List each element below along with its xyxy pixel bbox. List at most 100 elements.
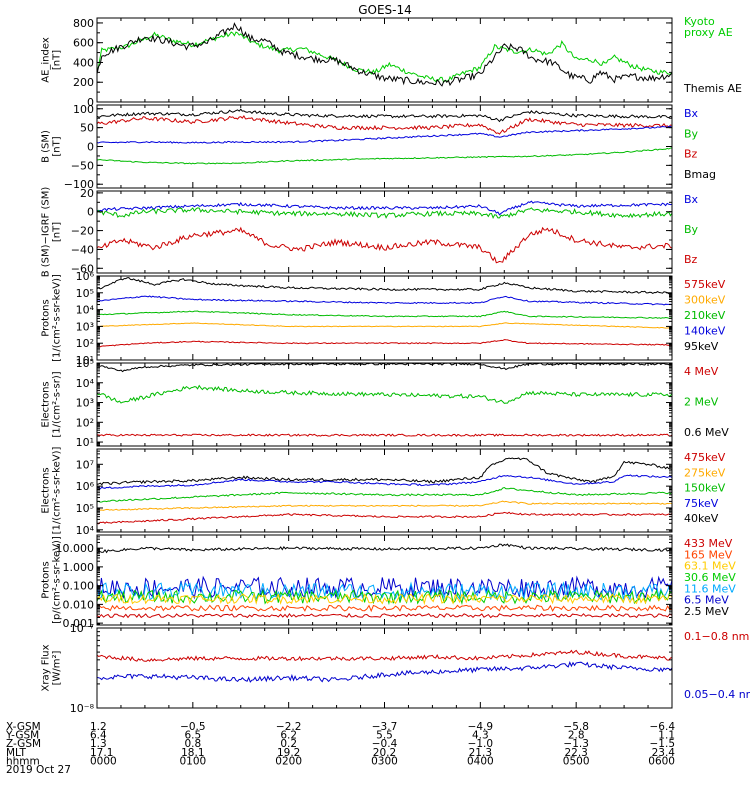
x-row-value: 0200 xyxy=(275,755,302,767)
date-label: 2019 Oct 27 xyxy=(6,764,71,776)
y-axis-label-line: Xray Flux xyxy=(41,644,52,691)
x-row-value: 5.5 xyxy=(376,730,393,742)
series-4-mev xyxy=(97,433,672,437)
y-axis-label: Protons [1/(cm²-s-sr-keV)] xyxy=(41,274,63,362)
x-row-value: −6.4 xyxy=(650,721,676,733)
y-axis-label-line: [nT] xyxy=(52,50,63,70)
panel-electrons1: 10⁵ 10⁴ 10³ 10² 10¹ Electrons [1/(cm²-s-sr)] 4 … xyxy=(41,357,730,449)
panel-electrons2-series xyxy=(97,457,672,525)
legend-label: 63.1 MeV xyxy=(684,560,736,573)
y-axis-label: Xray Flux [W/m²] xyxy=(41,644,63,691)
y-axis-label-line: B (SM)−IGRF (SM) xyxy=(41,187,52,278)
y-tick-label: 0 xyxy=(87,206,94,219)
series-6-5-mev xyxy=(97,575,672,600)
legend-label: 165 MeV xyxy=(684,548,733,561)
x-row-value: 6.5 xyxy=(184,730,201,742)
series-275kev xyxy=(97,500,672,511)
y-axis-label: AE_index [nT] xyxy=(41,37,63,83)
y-tick-label: 10² xyxy=(76,337,94,350)
y-axis-label-line: [p/(cm²-s-sr-keV)] xyxy=(52,536,63,624)
y-tick-label: 20 xyxy=(80,187,94,200)
y-tick-label: 0 xyxy=(87,96,94,109)
panel-bsm: 100 50 0 −50 −100 B (SM) [nT] Bx By Bz Bmag xyxy=(41,103,717,191)
x-row-value: −5.8 xyxy=(563,721,589,733)
y-tick-label: 10⁵ xyxy=(76,287,94,300)
series-2-5-mev xyxy=(97,543,672,554)
y-axis-label-line: B (SM) xyxy=(41,130,52,163)
legend-label: 140keV xyxy=(684,325,726,338)
series-by xyxy=(97,147,672,165)
y-tick-label: 10⁻⁷ xyxy=(70,622,94,635)
series-433-mev xyxy=(97,612,672,619)
x-row-value: 0.2 xyxy=(280,738,297,750)
x-row-value: −1.3 xyxy=(563,738,589,750)
x-row-value: −2.2 xyxy=(276,721,302,733)
y-tick-label: 10⁴ xyxy=(76,524,95,537)
y-axis-label: Protons [p/(cm²-s-sr-keV)] xyxy=(41,536,63,624)
y-axis-label-line: Electrons xyxy=(41,381,52,427)
legend-label: 275keV xyxy=(684,466,726,479)
x-row-value: 19.2 xyxy=(277,747,300,759)
legend-label: 0.1−0.8 nm xyxy=(684,630,749,643)
series-575kev xyxy=(97,339,672,348)
y-tick-label: 0 xyxy=(87,141,94,154)
x-row-value: 20.2 xyxy=(373,747,396,759)
x-axis-table: X-GSM 1.2 −0.5 −2.2 −3.7 −4.9 −5.8 −6.4 Y-GSM 6.4… xyxy=(5,721,675,776)
y-tick-label: −50 xyxy=(71,159,94,172)
y-tick-label: 10⁴ xyxy=(76,304,95,317)
legend-label: 4 MeV xyxy=(684,365,719,378)
series-210kev xyxy=(97,310,672,319)
legend-label: 0.05−0.4 nm xyxy=(684,688,750,701)
series-30-6-mev xyxy=(97,588,672,606)
y-axis-label-line: Protons xyxy=(41,561,52,598)
legend-label: 40keV xyxy=(684,512,719,525)
x-row-value: 22.3 xyxy=(564,747,587,759)
series-bx xyxy=(97,200,672,216)
series-475kev xyxy=(97,511,672,525)
y-tick-label: 10¹ xyxy=(76,354,94,367)
legend-label: 575keV xyxy=(684,278,726,291)
x-row-value: 1.3 xyxy=(90,738,107,750)
series-bz xyxy=(97,226,672,264)
x-row-value: 4.3 xyxy=(472,730,489,742)
series-bmag xyxy=(97,108,672,123)
legend-label: 2.5 MeV xyxy=(684,605,729,618)
x-row-value: 0500 xyxy=(563,755,590,767)
y-tick-label: 10⁶ xyxy=(76,480,95,493)
y-axis-label: Electrons [1/(cm²-s-sr)] xyxy=(41,371,63,437)
x-row-value: 17.1 xyxy=(90,747,113,759)
x-row-label: hhmm xyxy=(6,755,40,767)
legend-label: 0.6 MeV xyxy=(684,426,729,439)
legend-label: 30.6 MeV xyxy=(684,571,736,584)
panel-bsm-series xyxy=(97,108,672,165)
x-row-label: Z-GSM xyxy=(6,738,41,750)
y-tick-label: 10³ xyxy=(76,320,94,333)
y-tick-label: 600 xyxy=(73,37,94,50)
y-axis-label: B (SM)−IGRF (SM) [nT] xyxy=(41,187,63,278)
x-row-value: 1.1 xyxy=(658,730,675,742)
x-row-value: 2.8 xyxy=(568,730,585,742)
legend-label: Bz xyxy=(684,253,698,266)
y-tick-label: −40 xyxy=(71,243,94,256)
legend-label: Kyoto xyxy=(684,15,715,28)
panel-protons2-series xyxy=(97,543,672,619)
y-axis-label: Electrons [1/(cm²-s-sr-keV)] xyxy=(41,447,63,535)
y-tick-label: 1.000 xyxy=(63,561,95,574)
panel-protons1-series xyxy=(97,277,672,348)
x-row-value: 0300 xyxy=(371,755,398,767)
x-row-label: X-GSM xyxy=(6,721,41,733)
x-row-value: −0.5 xyxy=(180,721,206,733)
series-165-mev xyxy=(97,604,672,613)
y-axis-label-line: [nT] xyxy=(52,136,63,156)
panel-frame xyxy=(96,627,673,709)
x-row-value: 0.8 xyxy=(184,738,201,750)
legend-label: 433 MeV xyxy=(684,537,733,550)
x-row-label: MLT xyxy=(6,747,26,759)
y-tick-label: 10.000 xyxy=(56,542,95,555)
panel-protons1: 10⁶ 10⁵ 10⁴ 10³ 10² 10¹ Protons [1/(cm²-s-sr-ke… xyxy=(41,270,726,367)
x-row-value: 1.2 xyxy=(90,721,107,733)
y-tick-label: 0.100 xyxy=(63,580,95,593)
y-tick-label: −20 xyxy=(71,225,94,238)
legend-label: Bmag xyxy=(684,168,716,181)
